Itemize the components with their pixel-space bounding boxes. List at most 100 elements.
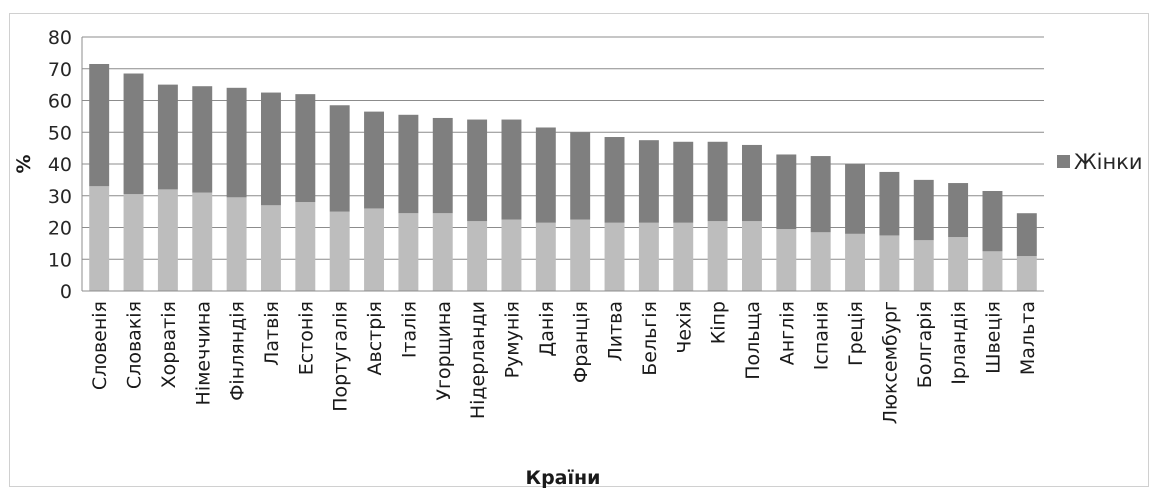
bar-segment-women <box>982 190 1003 252</box>
bar-segment-women <box>742 144 762 222</box>
bar-segment-series-0 <box>742 221 762 291</box>
bar-segment-women <box>157 84 178 190</box>
legend-swatch-women <box>1057 155 1070 168</box>
bar-segment-series-0 <box>89 186 110 291</box>
x-category-label: Німеччина <box>192 301 214 405</box>
bar-segment-women <box>845 164 865 234</box>
x-category-label: Португалія <box>330 301 352 412</box>
bar-segment-women <box>535 127 556 223</box>
legend-label-women: Жінки <box>1074 150 1143 174</box>
y-tick-label: 10 <box>48 249 72 271</box>
bar-segment-women <box>879 171 900 236</box>
bar-segment-women <box>673 141 694 223</box>
x-category-label: Англія <box>776 301 798 365</box>
x-category-label: Швеція <box>982 301 1004 374</box>
bar-segment-series-0 <box>604 222 625 291</box>
bar-segment-women <box>89 63 110 187</box>
bar-segment-series-0 <box>398 213 419 291</box>
bar-segment-women <box>123 73 144 195</box>
x-category-label: Чехія <box>673 301 695 354</box>
bars <box>89 63 1037 291</box>
y-axis-title: % <box>13 154 35 173</box>
x-category-label: Бельгія <box>639 301 661 376</box>
bar-segment-series-0 <box>157 189 178 291</box>
bar-segment-series-0 <box>501 219 522 291</box>
bar-segment-series-0 <box>845 233 865 291</box>
bar-segment-women <box>261 92 281 206</box>
x-axis-title: Країни <box>526 467 601 489</box>
bar-segment-series-0 <box>192 192 213 291</box>
bar-segment-series-0 <box>776 229 797 291</box>
bar-segment-women <box>707 141 728 222</box>
bar-segment-series-0 <box>948 237 969 291</box>
x-category-label: Литва <box>605 301 627 362</box>
bar-segment-series-0 <box>295 202 316 291</box>
x-category-label: Хорватія <box>158 301 180 388</box>
bar-segment-series-0 <box>364 208 384 291</box>
x-category-label: Кіпр <box>708 301 730 344</box>
bar-segment-series-0 <box>261 205 281 291</box>
bar-segment-women <box>776 154 797 230</box>
bar-segment-women <box>295 94 316 203</box>
bar-segment-series-0 <box>570 219 591 291</box>
bar-segment-women <box>467 119 488 222</box>
x-category-label: Греція <box>845 301 867 366</box>
y-tick-label: 60 <box>48 91 72 113</box>
bar-segment-women <box>604 137 625 223</box>
y-tick-label: 0 <box>60 281 72 303</box>
x-category-label: Румунія <box>501 301 523 378</box>
x-category-label: Болгарія <box>914 301 936 388</box>
y-tick-label: 20 <box>48 218 72 240</box>
bar-segment-women <box>948 183 969 238</box>
x-category-label: Австрія <box>364 301 386 375</box>
bar-segment-women <box>432 117 453 214</box>
x-category-label: Словенія <box>89 301 111 390</box>
bar-segment-series-0 <box>467 221 488 291</box>
bar-segment-women <box>913 179 934 241</box>
x-category-label: Ірландія <box>948 301 970 385</box>
bar-segment-series-0 <box>432 213 453 291</box>
gridlines <box>82 36 1044 260</box>
x-category-label: Італія <box>398 301 420 358</box>
bar-segment-series-0 <box>913 240 934 291</box>
bar-segment-women <box>329 105 350 212</box>
bar-segment-series-0 <box>1016 256 1037 291</box>
bar-segment-women <box>501 119 522 220</box>
bar-segment-series-0 <box>329 211 350 291</box>
x-category-label: Словакія <box>124 301 146 389</box>
y-tick-label: 80 <box>48 27 72 49</box>
bar-segment-women <box>192 86 213 193</box>
bar-segment-series-0 <box>982 251 1003 291</box>
x-category-label: Латвія <box>261 301 283 366</box>
bar-segment-series-0 <box>638 222 659 291</box>
x-category-label: Франція <box>570 301 592 383</box>
bar-segment-women <box>810 156 831 233</box>
bar-segment-women <box>364 111 384 209</box>
bar-segment-series-0 <box>123 194 144 291</box>
x-category-label: Іспанія <box>811 301 833 370</box>
x-category-label: Угорщина <box>433 301 455 401</box>
x-category-label: Люксембург <box>879 301 901 424</box>
bar-segment-series-0 <box>673 222 694 291</box>
y-tick-label: 30 <box>48 186 72 208</box>
bar-segment-women <box>226 87 247 198</box>
bar-segment-series-0 <box>810 232 831 291</box>
x-category-label: Данія <box>536 301 558 357</box>
y-tick-label: 40 <box>48 154 72 176</box>
axes: 0 10 20 30 40 50 60 70 80 Словенія Словакія Хорваті… <box>48 27 1044 424</box>
bar-segment-women <box>1016 213 1037 257</box>
x-category-label: Естонія <box>295 301 317 375</box>
y-tick-label: 50 <box>48 122 72 144</box>
legend: Жінки <box>1057 150 1143 174</box>
x-category-label: Нідерланди <box>467 301 489 419</box>
bar-segment-series-0 <box>535 222 556 291</box>
x-category-label: Фінляндія <box>227 301 249 401</box>
bar-segment-women <box>570 132 591 220</box>
x-category-label: Мальта <box>1017 301 1039 375</box>
bar-segment-women <box>398 114 419 214</box>
bar-segment-women <box>638 140 659 223</box>
bar-segment-series-0 <box>226 197 247 291</box>
x-category-label: Польща <box>742 301 764 380</box>
bar-segment-series-0 <box>879 235 900 291</box>
